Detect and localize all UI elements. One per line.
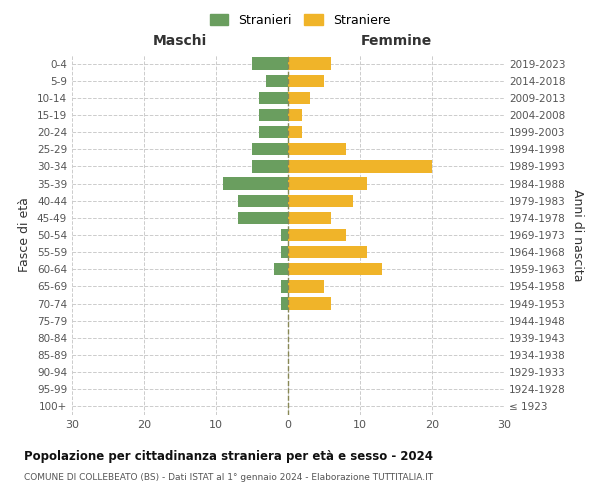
Bar: [274, 263, 288, 276]
Bar: [288, 194, 353, 207]
Bar: [288, 263, 382, 276]
Bar: [281, 280, 288, 292]
Bar: [223, 178, 288, 190]
Bar: [238, 194, 288, 207]
Bar: [288, 160, 432, 172]
Bar: [259, 92, 288, 104]
Text: Popolazione per cittadinanza straniera per età e sesso - 2024: Popolazione per cittadinanza straniera p…: [24, 450, 433, 463]
Y-axis label: Fasce di età: Fasce di età: [19, 198, 31, 272]
Bar: [281, 298, 288, 310]
Bar: [288, 298, 331, 310]
Bar: [288, 143, 346, 156]
Bar: [259, 109, 288, 121]
Bar: [288, 109, 302, 121]
Bar: [288, 280, 324, 292]
Bar: [252, 58, 288, 70]
Bar: [288, 58, 331, 70]
Text: Maschi: Maschi: [153, 34, 207, 48]
Y-axis label: Anni di nascita: Anni di nascita: [571, 188, 584, 281]
Bar: [288, 178, 367, 190]
Bar: [281, 246, 288, 258]
Bar: [259, 126, 288, 138]
Bar: [252, 160, 288, 172]
Bar: [288, 246, 367, 258]
Bar: [288, 126, 302, 138]
Bar: [281, 229, 288, 241]
Legend: Stranieri, Straniere: Stranieri, Straniere: [205, 8, 395, 32]
Bar: [288, 74, 324, 87]
Text: Femmine: Femmine: [361, 34, 431, 48]
Bar: [288, 92, 310, 104]
Bar: [288, 229, 346, 241]
Text: COMUNE DI COLLEBEATO (BS) - Dati ISTAT al 1° gennaio 2024 - Elaborazione TUTTITA: COMUNE DI COLLEBEATO (BS) - Dati ISTAT a…: [24, 472, 433, 482]
Bar: [238, 212, 288, 224]
Bar: [252, 143, 288, 156]
Bar: [288, 212, 331, 224]
Bar: [266, 74, 288, 87]
